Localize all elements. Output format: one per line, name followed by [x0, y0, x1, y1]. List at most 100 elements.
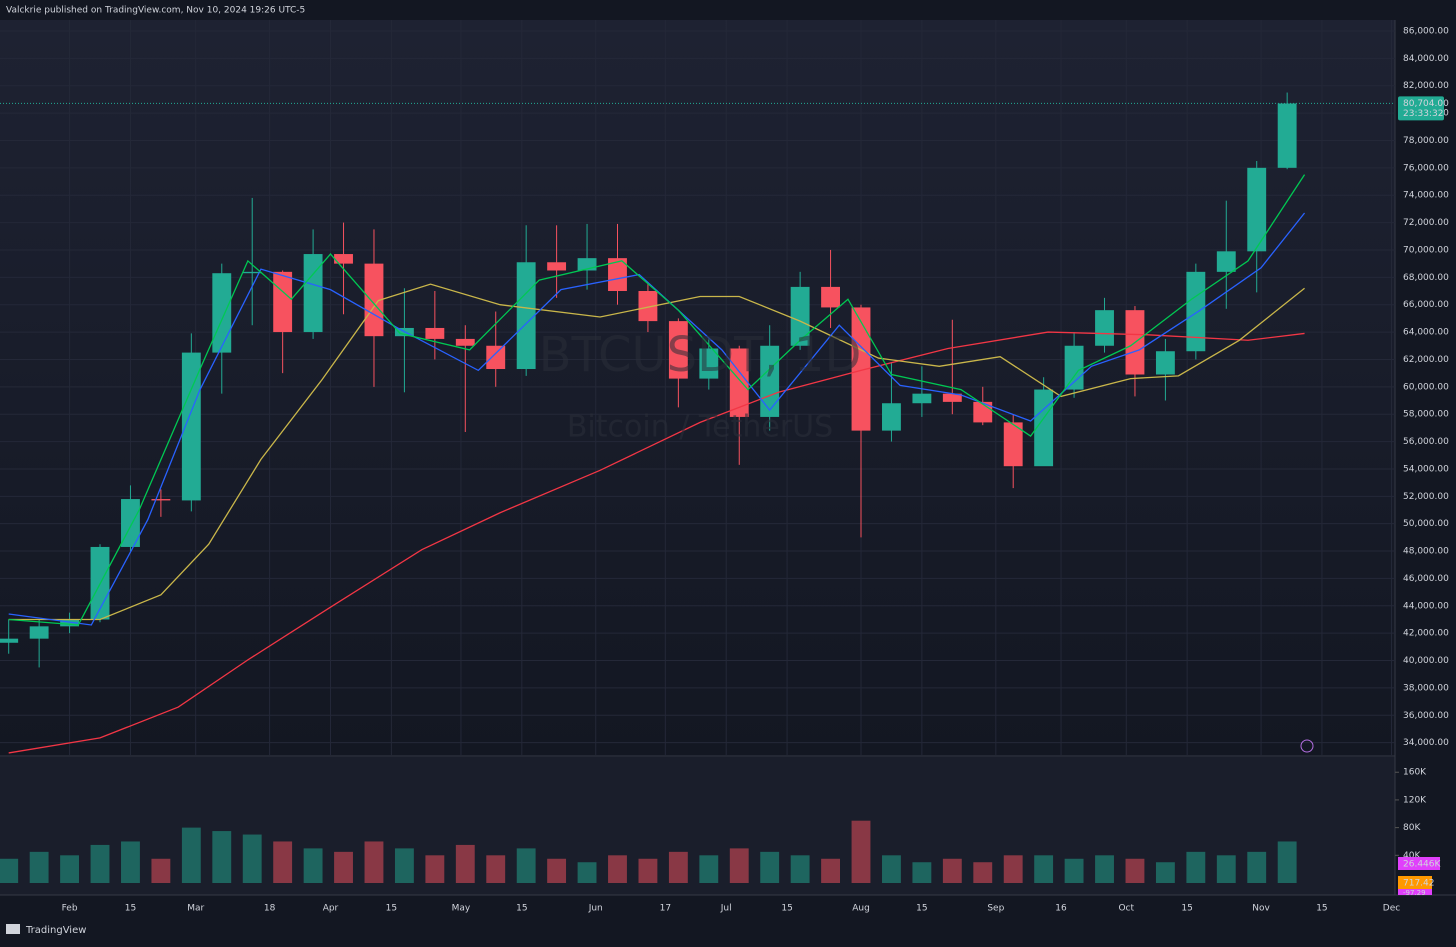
x-tick-label: 15 — [781, 904, 792, 914]
volume-bar — [364, 841, 384, 883]
candle-body — [334, 254, 353, 264]
volume-bar — [1034, 855, 1054, 883]
y-tick-label: 82,000.00 — [1403, 81, 1449, 91]
volume-bar — [1003, 855, 1023, 883]
y-tick-label: 78,000.00 — [1403, 136, 1449, 146]
volume-bar — [29, 851, 49, 883]
x-tick-label: May — [452, 904, 471, 914]
x-tick-label: 15 — [1316, 904, 1327, 914]
volume-bar — [821, 858, 841, 883]
candle-body — [181, 352, 201, 501]
volume-bar — [608, 855, 627, 883]
y-tick-label: 40,000.00 — [1403, 656, 1449, 666]
volume-bar — [60, 855, 80, 883]
candle-body — [1216, 251, 1236, 272]
countdown: 23:33:32 — [1403, 109, 1443, 119]
osc-badge — [1398, 889, 1432, 895]
volume-bar — [729, 848, 749, 883]
candle-body — [273, 271, 293, 333]
y-tick-label: 36,000.00 — [1403, 711, 1449, 721]
volume-bar — [942, 858, 962, 883]
candle-body — [912, 393, 932, 404]
candle-body — [364, 263, 384, 337]
candle-body — [1095, 310, 1114, 346]
y-tick-label: 34,000.00 — [1403, 738, 1449, 748]
price-pane — [0, 20, 1395, 755]
y-tick-label: 76,000.00 — [1403, 163, 1449, 173]
x-tick-label: 15 — [1181, 904, 1192, 914]
volume-bar — [638, 858, 658, 883]
volume-bar — [455, 844, 475, 883]
x-tick-label: 15 — [516, 904, 527, 914]
y-tick-label: 38,000.00 — [1403, 683, 1449, 693]
y-tick-label: 66,000.00 — [1403, 300, 1449, 310]
volume-bar — [577, 862, 597, 883]
volume-bar — [121, 841, 140, 883]
x-tick-label: 16 — [1055, 904, 1067, 914]
alert-icon[interactable] — [1300, 739, 1314, 753]
osc-badge — [1398, 876, 1432, 889]
candle-body — [0, 638, 19, 643]
moving-average — [8, 212, 1306, 626]
y-tick-label: 56,000.00 — [1403, 437, 1449, 447]
volume-bar — [151, 858, 171, 883]
candle-body — [516, 262, 536, 370]
volume-bar — [516, 848, 536, 883]
y-tick-label: 68,000.00 — [1403, 273, 1449, 283]
header: Valckrie published on TradingView.com, N… — [6, 6, 305, 16]
volume-bar — [760, 851, 780, 883]
volume-bar — [1186, 851, 1206, 883]
osc-label: 717.42 — [1403, 879, 1435, 889]
candle-body — [821, 286, 841, 308]
volume-bar — [181, 827, 201, 883]
candle-body — [942, 393, 962, 402]
y-tick-label: 60,000.00 — [1403, 382, 1449, 392]
volume-bar — [882, 855, 901, 883]
y-tick-label: 64,000.00 — [1403, 328, 1449, 338]
x-tick-label: Mar — [187, 904, 204, 914]
candle-body — [699, 348, 719, 379]
x-tick-label: Jun — [588, 904, 603, 914]
candle-body — [303, 254, 323, 333]
x-tick-label: 17 — [660, 904, 671, 914]
candle-body — [486, 345, 506, 370]
x-tick-label: 18 — [264, 904, 276, 914]
candle-body — [851, 307, 871, 431]
volume-bar — [273, 841, 293, 883]
x-tick-label: Dec — [1383, 904, 1400, 914]
y-tick-label: 54,000.00 — [1403, 464, 1449, 474]
volume-bar — [334, 851, 353, 883]
watermark-name: Bitcoin / TetherUS — [567, 410, 833, 445]
volume-bar — [1095, 855, 1114, 883]
candle-body — [668, 321, 688, 379]
y-tick-label: 48,000.00 — [1403, 547, 1449, 557]
moving-average — [8, 174, 1306, 626]
candle-body — [242, 271, 262, 274]
volume-bar — [1125, 858, 1145, 883]
volume-tick-label: 120K — [1403, 795, 1427, 805]
y-tick-label: 72,000.00 — [1403, 218, 1449, 228]
volume-bar — [242, 834, 262, 883]
moving-average — [8, 331, 1305, 754]
volume-bar — [1216, 855, 1236, 883]
volume-bar — [1277, 841, 1297, 883]
y-tick-label: 52,000.00 — [1403, 492, 1449, 502]
volume-bar — [425, 855, 445, 883]
volume-bar — [1155, 862, 1175, 883]
candle-body — [1155, 351, 1175, 375]
volume-bar — [973, 862, 993, 883]
volume-bar — [912, 862, 932, 883]
volume-bar — [90, 844, 110, 883]
volume-bar — [486, 855, 506, 883]
candle-body — [1247, 167, 1267, 252]
candle-body — [29, 626, 49, 639]
candle-body — [60, 619, 80, 627]
x-tick-label: Apr — [323, 904, 339, 914]
y-tick-label: 46,000.00 — [1403, 574, 1449, 584]
volume-tick-label: 160K — [1403, 768, 1427, 778]
y-tick-label: 42,000.00 — [1403, 629, 1449, 639]
x-tick-label: Aug — [852, 904, 870, 914]
volume-bar — [0, 858, 19, 883]
candle-body — [882, 403, 901, 431]
